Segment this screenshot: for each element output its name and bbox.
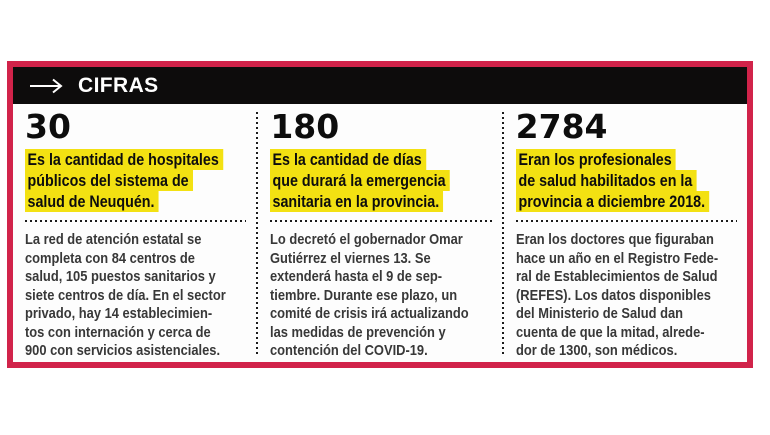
stat-headline-wrap: Es la cantidad de hospitales públicos de…	[25, 149, 248, 212]
stat-column-hospitales: 30 Es la cantidad de hospitales públicos…	[13, 104, 256, 362]
stat-description: Eran los doctores que figuraban hace un …	[515, 231, 718, 359]
stat-headline-wrap: Es la cantidad de días que durará la eme…	[270, 149, 493, 212]
stat-number: 180	[270, 107, 340, 146]
panel-header: CIFRAS	[13, 67, 747, 104]
vertical-dotted-separator	[256, 112, 259, 356]
stat-column-profesionales: 2784 Eran los profesionales de salud hab…	[504, 104, 747, 362]
vertical-dotted-separator	[501, 112, 504, 356]
panel-title: CIFRAS	[78, 73, 159, 97]
stat-column-emergencia: 180 Es la cantidad de días que durará la…	[258, 104, 501, 362]
stat-headline: Eran los profesionales de salud habilita…	[515, 149, 709, 212]
panel-content: 30 Es la cantidad de hospitales públicos…	[13, 104, 747, 362]
right-arrow-icon	[29, 78, 65, 94]
stat-headline: Es la cantidad de hospitales públicos de…	[25, 149, 223, 212]
dotted-divider	[515, 220, 737, 222]
cifras-panel: CIFRAS 30 Es la cantidad de hospitales p…	[7, 61, 753, 368]
stat-number: 30	[25, 107, 71, 146]
stat-description: Lo decretó el gobernador Omar Gutiérrez …	[270, 231, 469, 359]
stat-description: La red de atención estatal se completa c…	[25, 231, 226, 359]
stat-headline-wrap: Eran los profesionales de salud habilita…	[515, 149, 739, 212]
stat-number: 2784	[515, 107, 608, 146]
stat-headline: Es la cantidad de días que durará la eme…	[270, 149, 451, 212]
dotted-divider	[270, 220, 492, 222]
dotted-divider	[25, 220, 247, 222]
